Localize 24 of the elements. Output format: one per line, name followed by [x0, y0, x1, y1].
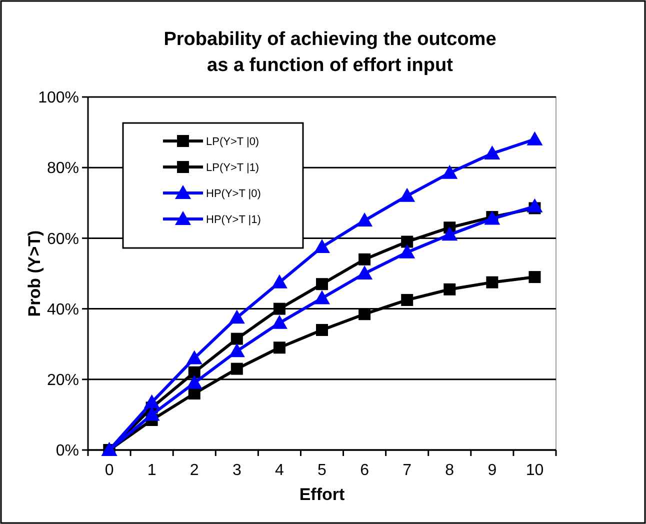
x-axis-title: Effort [299, 485, 345, 504]
y-tick-label: 20% [46, 372, 79, 389]
x-tick-label: 4 [275, 462, 284, 479]
legend-label: HP(Y>T |1) [206, 214, 261, 226]
legend-label: LP(Y>T |0) [206, 136, 260, 148]
y-tick-label: 40% [46, 301, 79, 318]
y-axis-title: Prob (Y>T) [25, 230, 44, 317]
y-tick-label: 100% [38, 90, 79, 107]
x-tick-label: 2 [190, 462, 199, 479]
x-tick-label: 10 [526, 462, 544, 479]
y-tick-label: 80% [46, 160, 79, 178]
x-tick-label: 9 [488, 462, 497, 479]
x-tick-label: 3 [232, 462, 242, 479]
x-tick-label: 7 [402, 462, 412, 479]
legend-label: HP(Y>T |0) [206, 188, 261, 200]
chart-title: Probability of achieving the outcome as a function of effort input [164, 29, 496, 76]
x-tick-label: 8 [445, 462, 454, 479]
x-tick-label: 0 [104, 462, 114, 479]
legend-label: LP(Y>T |1) [206, 162, 260, 174]
x-tick-label: 5 [318, 462, 327, 479]
y-tick-label: 60% [46, 230, 79, 248]
y-tick-label: 0% [56, 442, 79, 460]
x-tick-label: 6 [360, 462, 370, 479]
x-tick-label: 1 [147, 462, 156, 479]
